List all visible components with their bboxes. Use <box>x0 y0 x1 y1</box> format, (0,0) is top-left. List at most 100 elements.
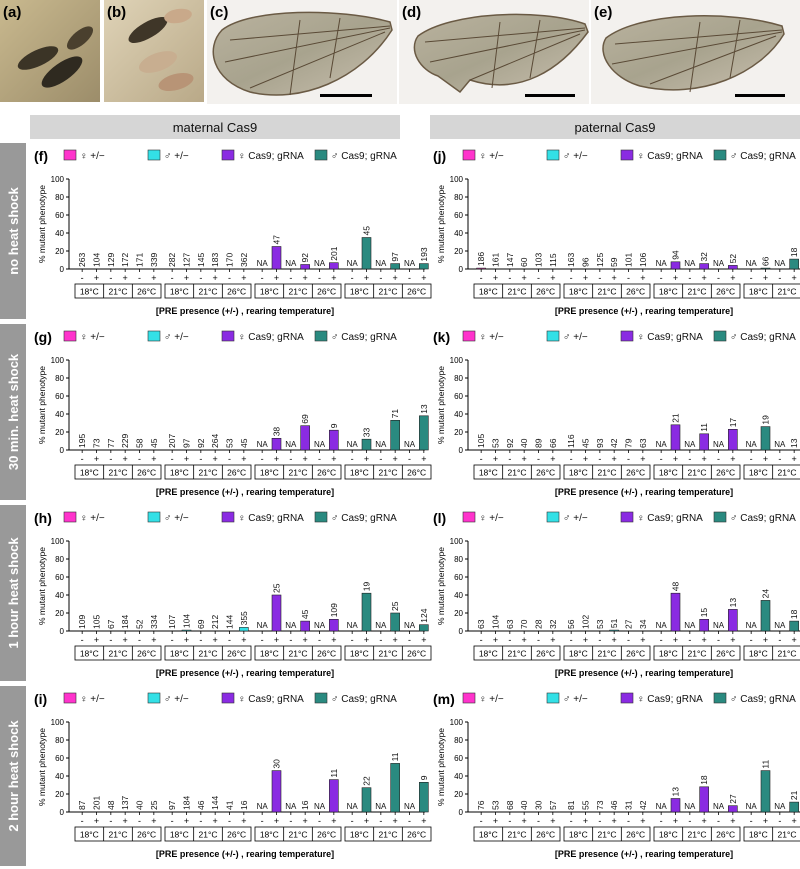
temperature-label: 26°C <box>716 649 735 659</box>
temperature-box <box>164 464 252 480</box>
data-label: NA <box>656 440 668 449</box>
x-tick-label: - <box>598 454 601 464</box>
x-tick-label: + <box>730 273 735 283</box>
legend-entry: ♀ +/− <box>479 151 504 162</box>
temperature-label: 26°C <box>227 468 246 478</box>
data-label: 116 <box>566 434 576 448</box>
x-tick-label: + <box>702 816 707 826</box>
bar <box>390 263 400 270</box>
bar <box>728 609 738 632</box>
data-label: NA <box>314 259 326 268</box>
x-tick-label: + <box>640 635 645 645</box>
bar <box>361 237 372 270</box>
x-tick-label: - <box>688 273 691 283</box>
x-tick-label: + <box>274 454 279 464</box>
temperature-box <box>563 464 651 480</box>
fly-specimen <box>66 26 94 50</box>
x-tick-label: - <box>508 635 511 645</box>
temperature-label: 18°C <box>569 468 588 478</box>
bar <box>728 428 738 451</box>
bar <box>329 618 339 632</box>
bar <box>760 267 771 270</box>
x-tick-label: - <box>261 635 264 645</box>
temperature-box <box>653 645 741 661</box>
x-tick-label: - <box>570 635 573 645</box>
x-tick-label: + <box>274 816 279 826</box>
photo-panel-a: (a) <box>0 0 100 102</box>
bar <box>760 770 771 813</box>
data-label: 46 <box>196 800 206 810</box>
panel-label: (m) <box>433 691 455 707</box>
temperature-label: 26°C <box>317 468 336 478</box>
temperature-box <box>653 464 741 480</box>
x-tick-label: + <box>421 816 426 826</box>
x-tick-label: + <box>550 454 555 464</box>
x-tick-label: - <box>199 454 202 464</box>
wing-image <box>413 13 589 94</box>
data-label: 161 <box>491 253 501 267</box>
x-tick-label: - <box>138 454 141 464</box>
y-tick-label: 0 <box>459 446 464 455</box>
y-tick-label: 100 <box>51 537 65 546</box>
x-tick-label: + <box>730 635 735 645</box>
temperature-label: 26°C <box>536 468 555 478</box>
temperature-label: 26°C <box>227 830 246 840</box>
legend-entry: ♀ Cas9; gRNA <box>238 513 304 524</box>
y-tick-label: 0 <box>459 265 464 274</box>
data-label: 92 <box>196 438 206 448</box>
temperature-box <box>74 645 162 661</box>
data-label: 163 <box>566 253 576 267</box>
x-axis-label: [PRE presence (+/-) , rearing temperatur… <box>156 487 334 497</box>
data-label: NA <box>314 440 326 449</box>
y-tick-label: 60 <box>55 573 64 582</box>
x-tick-label: - <box>660 816 663 826</box>
x-tick-label: - <box>351 454 354 464</box>
chart-panel-i: (i) ♀ +/− ♂ +/− ♀ Cas9; gRNA ♂ Cas9; gRNA 0 20… <box>34 691 432 859</box>
temperature-label: 26°C <box>626 287 645 297</box>
x-tick-label: - <box>778 273 781 283</box>
x-tick-label: - <box>199 816 202 826</box>
row-label-3: 2 hour heat shock <box>0 686 26 866</box>
data-label: 9 <box>419 775 429 780</box>
y-tick-label: 60 <box>55 211 64 220</box>
data-label: 124 <box>419 608 429 622</box>
y-tick-label: 20 <box>55 428 64 437</box>
data-label: 11 <box>699 423 709 432</box>
fly-specimen <box>41 56 83 88</box>
data-label: NA <box>684 259 696 268</box>
data-label: 28 <box>534 619 544 629</box>
data-label: 184 <box>182 796 192 810</box>
x-tick-label: + <box>213 273 218 283</box>
temperature-label: 18°C <box>749 287 768 297</box>
chart-panel-m: (m) ♀ +/− ♂ +/− ♀ Cas9; gRNA ♂ Cas9; gRNA 0 20… <box>433 691 800 859</box>
x-tick-label: - <box>351 635 354 645</box>
temperature-label: 21°C <box>109 649 128 659</box>
temperature-box <box>473 464 561 480</box>
x-tick-label: - <box>570 816 573 826</box>
data-label: 38 <box>272 427 282 437</box>
x-tick-label: - <box>408 635 411 645</box>
x-tick-label: - <box>171 273 174 283</box>
legend-entry: ♀ +/− <box>80 151 105 162</box>
legend-swatch <box>546 330 560 342</box>
legend-swatch <box>462 511 476 523</box>
data-label: 362 <box>239 253 249 267</box>
x-tick-label: - <box>688 635 691 645</box>
x-tick-label: + <box>640 273 645 283</box>
temperature-label: 21°C <box>688 287 707 297</box>
legend-entry: ♀ +/− <box>80 694 105 705</box>
temperature-label: 21°C <box>688 649 707 659</box>
x-tick-label: + <box>241 273 246 283</box>
x-tick-label: - <box>627 273 630 283</box>
legend-entry: ♂ +/− <box>563 332 588 343</box>
bar <box>419 781 429 813</box>
x-tick-label: - <box>480 273 483 283</box>
x-tick-label: - <box>408 454 411 464</box>
x-tick-label: + <box>331 816 336 826</box>
temperature-box <box>164 283 252 299</box>
x-tick-label: + <box>763 454 768 464</box>
legend-entry: ♀ +/− <box>80 513 105 524</box>
bar <box>329 262 339 270</box>
temperature-box <box>563 283 651 299</box>
